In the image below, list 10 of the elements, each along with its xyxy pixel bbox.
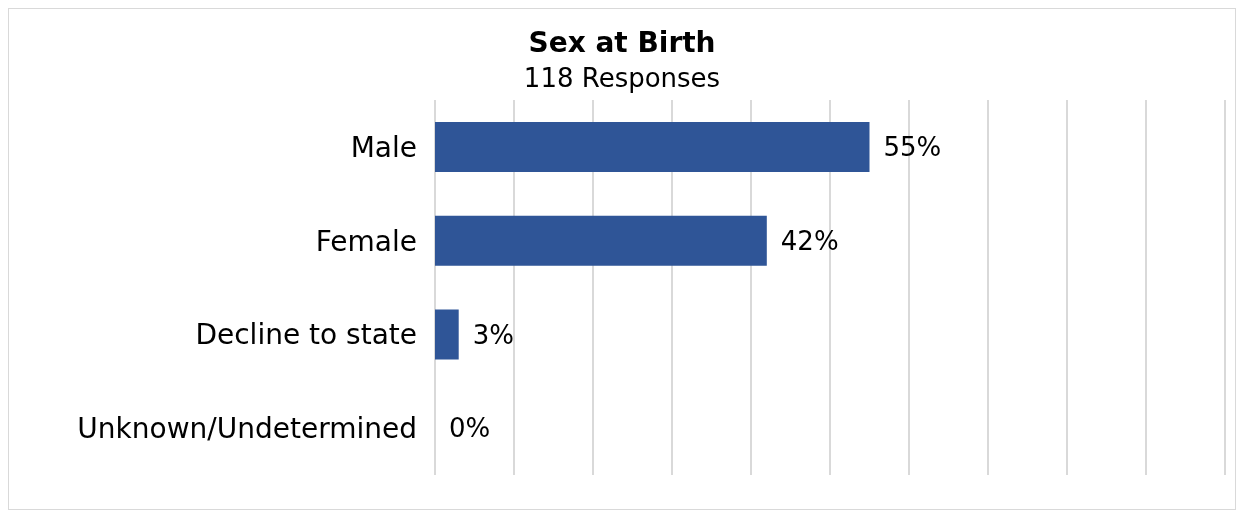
chart-title: Sex at Birth [527, 25, 717, 61]
y-tick-label: Decline to state [195, 318, 417, 352]
data-label: 0% [449, 413, 491, 444]
y-tick-label: Female [315, 224, 417, 258]
data-label: 55% [883, 132, 942, 163]
chart-subtitle: 118 Responses [522, 62, 722, 95]
y-tick-label: Male [350, 130, 417, 164]
y-tick-label: Unknown/Undetermined [77, 412, 417, 446]
data-label: 42% [780, 225, 839, 256]
data-label: 3% [472, 319, 514, 350]
